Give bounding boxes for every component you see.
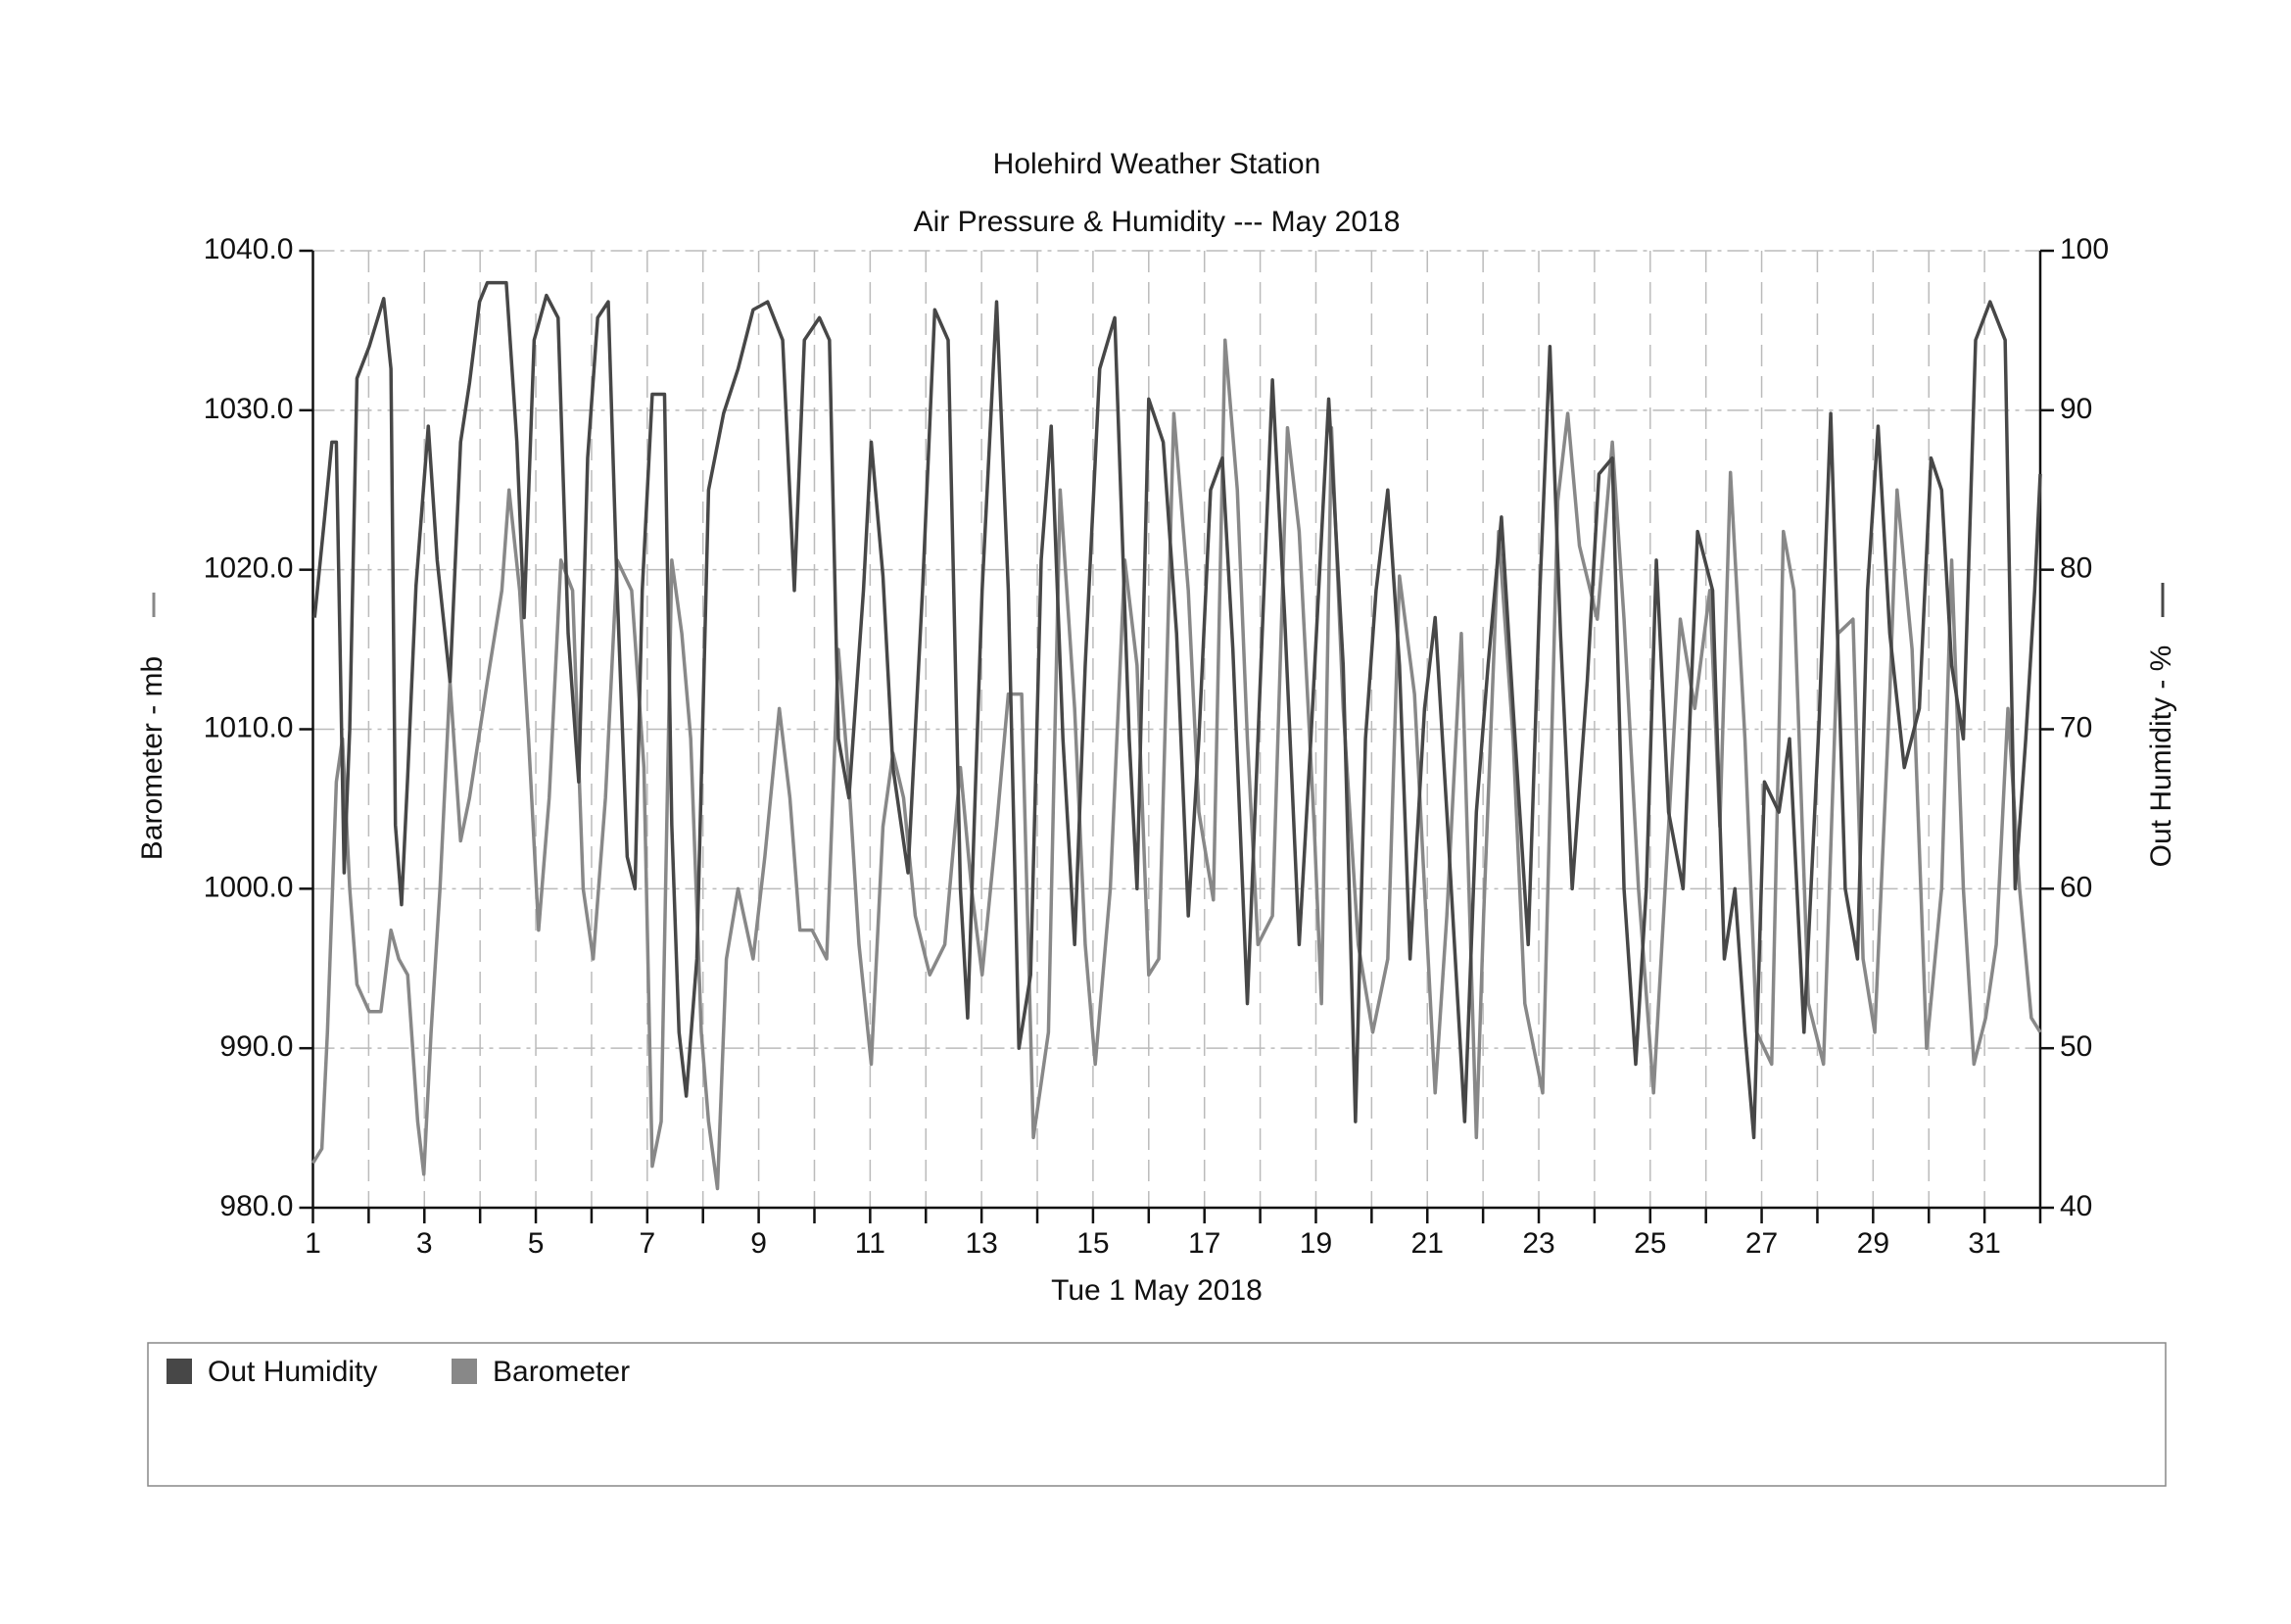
x-tick-label: 3 [416, 1227, 433, 1260]
y-tick-label: 1020.0 [204, 552, 294, 585]
x-tick-label: 5 [528, 1227, 545, 1260]
chart-subtitle: Air Pressure & Humidity --- May 2018 [914, 206, 1401, 238]
x-tick-label: 7 [639, 1227, 655, 1260]
x-tick-label: 21 [1411, 1227, 1444, 1260]
y-tick-label: 1040.0 [204, 233, 294, 265]
data-line [311, 338, 2042, 1191]
x-tick-label: 27 [1745, 1227, 1778, 1260]
y-tick-label: 1000.0 [204, 871, 294, 903]
legend-label: Out Humidity [208, 1356, 377, 1388]
x-tick-label: 9 [750, 1227, 767, 1260]
y2-tick-label: 70 [2060, 711, 2092, 743]
x-tick-label: 19 [1300, 1227, 1332, 1260]
legend-swatch [452, 1359, 477, 1384]
y-tick-label: 1030.0 [204, 393, 294, 425]
x-axis-label: Tue 1 May 2018 [1051, 1274, 1263, 1307]
x-tick-label: 31 [1968, 1227, 2000, 1260]
y2-axis-label: Out Humidity - % [2145, 645, 2177, 868]
y-tick-label: 980.0 [219, 1190, 293, 1222]
x-tick-label: 13 [965, 1227, 997, 1260]
legend-box [147, 1342, 2167, 1487]
x-tick-label: 15 [1076, 1227, 1109, 1260]
y2-tick-label: 50 [2060, 1030, 2092, 1063]
x-tick-label: 25 [1634, 1227, 1666, 1260]
y2-tick-label: 60 [2060, 871, 2092, 903]
chart-title: Holehird Weather Station [993, 148, 1321, 180]
y2-tick-label: 80 [2060, 552, 2092, 585]
y2-tick-label: 40 [2060, 1190, 2092, 1222]
y2-tick-label: 100 [2060, 233, 2109, 265]
legend: Out Humidity Barometer [167, 1356, 630, 1388]
y2-tick-label: 90 [2060, 393, 2092, 425]
y-tick-label: 990.0 [219, 1030, 293, 1063]
legend-label: Barometer [493, 1356, 630, 1388]
data-line [312, 280, 2042, 1140]
x-tick-label: 1 [305, 1227, 321, 1260]
x-tick-label: 23 [1522, 1227, 1554, 1260]
y-axis-label: Barometer - mb [136, 656, 168, 860]
y-tick-label: 1010.0 [204, 711, 294, 743]
x-tick-label: 29 [1857, 1227, 1889, 1260]
x-tick-label: 11 [855, 1227, 885, 1260]
x-tick-label: 17 [1188, 1227, 1220, 1260]
legend-swatch [167, 1359, 192, 1384]
